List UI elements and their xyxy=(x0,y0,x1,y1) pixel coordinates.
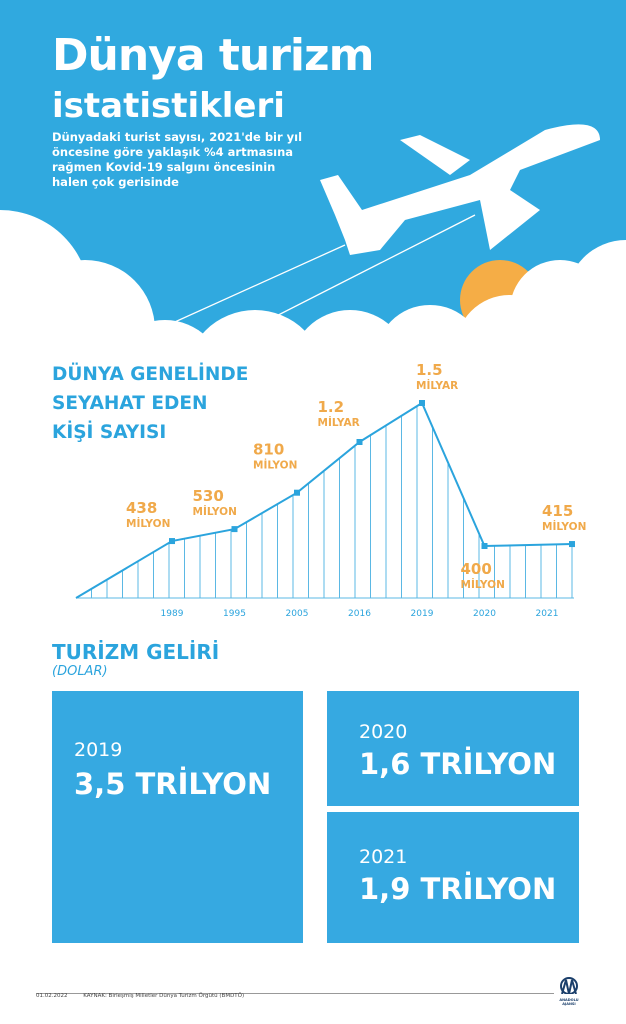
data-point xyxy=(419,400,425,406)
data-label-unit: MİLYON xyxy=(253,458,297,472)
footer: 01.02.2022 KAYNAK: Birleşmiş Milletler D… xyxy=(36,993,244,999)
x-tick-label: 2016 xyxy=(348,609,371,619)
anadolu-logo: ANADOLU AJANSI xyxy=(556,976,582,1006)
sky-illustration xyxy=(0,0,626,360)
x-tick-label: 2021 xyxy=(536,609,559,619)
chart-title: DÜNYA GENELİNDE SEYAHAT EDEN KİŞİ SAYISI xyxy=(52,364,249,443)
data-point xyxy=(356,439,363,445)
data-label-value: 400 xyxy=(461,560,492,578)
airplane-icon xyxy=(320,124,600,255)
data-point xyxy=(481,543,488,549)
x-tick-label: 1989 xyxy=(161,609,184,619)
data-label-value: 1.5 xyxy=(416,361,443,379)
revenue-year: 2019 xyxy=(74,739,123,761)
data-label-value: 438 xyxy=(126,499,157,517)
revenue-year: 2020 xyxy=(359,721,408,743)
revenue-value: 1,6 TRİLYON xyxy=(359,747,557,781)
logo-text: ANADOLU AJANSI xyxy=(559,998,579,1006)
footer-source: KAYNAK: Birleşmiş Milletler Dünya Turizm… xyxy=(83,993,245,999)
page-title: Dünya turizm xyxy=(52,30,374,81)
data-point xyxy=(169,538,175,545)
x-tick-label: 2005 xyxy=(286,609,309,619)
data-label-value: 1.2 xyxy=(318,398,345,416)
data-label-unit: MİLYON xyxy=(193,504,237,518)
clouds xyxy=(0,210,626,360)
revenue-card-2021: 2021 1,9 TRİLYON xyxy=(327,812,579,943)
data-label-value: 415 xyxy=(542,502,573,520)
data-label-value: 530 xyxy=(193,487,224,505)
footer-date: 01.02.2022 xyxy=(36,993,68,999)
revenue-unit: (DOLAR) xyxy=(52,664,108,679)
subtitle: Dünyadaki turist sayısı, 2021'de bir yıl… xyxy=(52,130,303,189)
revenue-card-2020: 2020 1,6 TRİLYON xyxy=(327,691,579,806)
data-label-unit: MİLYON xyxy=(126,516,170,530)
footer-divider xyxy=(36,993,554,994)
data-label-unit: MİLYAR xyxy=(318,415,360,429)
revenue-value: 3,5 TRİLYON xyxy=(74,767,272,801)
revenue-card-2019: 2019 3,5 TRİLYON xyxy=(52,691,303,943)
aa-logo-icon xyxy=(560,977,578,995)
revenue-year: 2021 xyxy=(359,846,408,868)
x-tick-label: 2019 xyxy=(411,609,434,619)
revenue-title: TURİZM GELİRİ xyxy=(52,640,220,664)
data-label-unit: MİLYON xyxy=(542,519,586,533)
x-tick-label: 2020 xyxy=(473,609,496,619)
data-label-unit: MİLYAR xyxy=(416,378,458,392)
data-point xyxy=(294,489,300,496)
revenue-value: 1,9 TRİLYON xyxy=(359,872,557,906)
page-title-line2: istatistikleri xyxy=(52,86,285,126)
data-label-unit: MİLYON xyxy=(461,577,505,591)
data-label-value: 810 xyxy=(253,441,284,459)
data-point xyxy=(569,541,575,548)
data-point xyxy=(231,526,238,533)
x-tick-label: 1995 xyxy=(223,609,246,619)
